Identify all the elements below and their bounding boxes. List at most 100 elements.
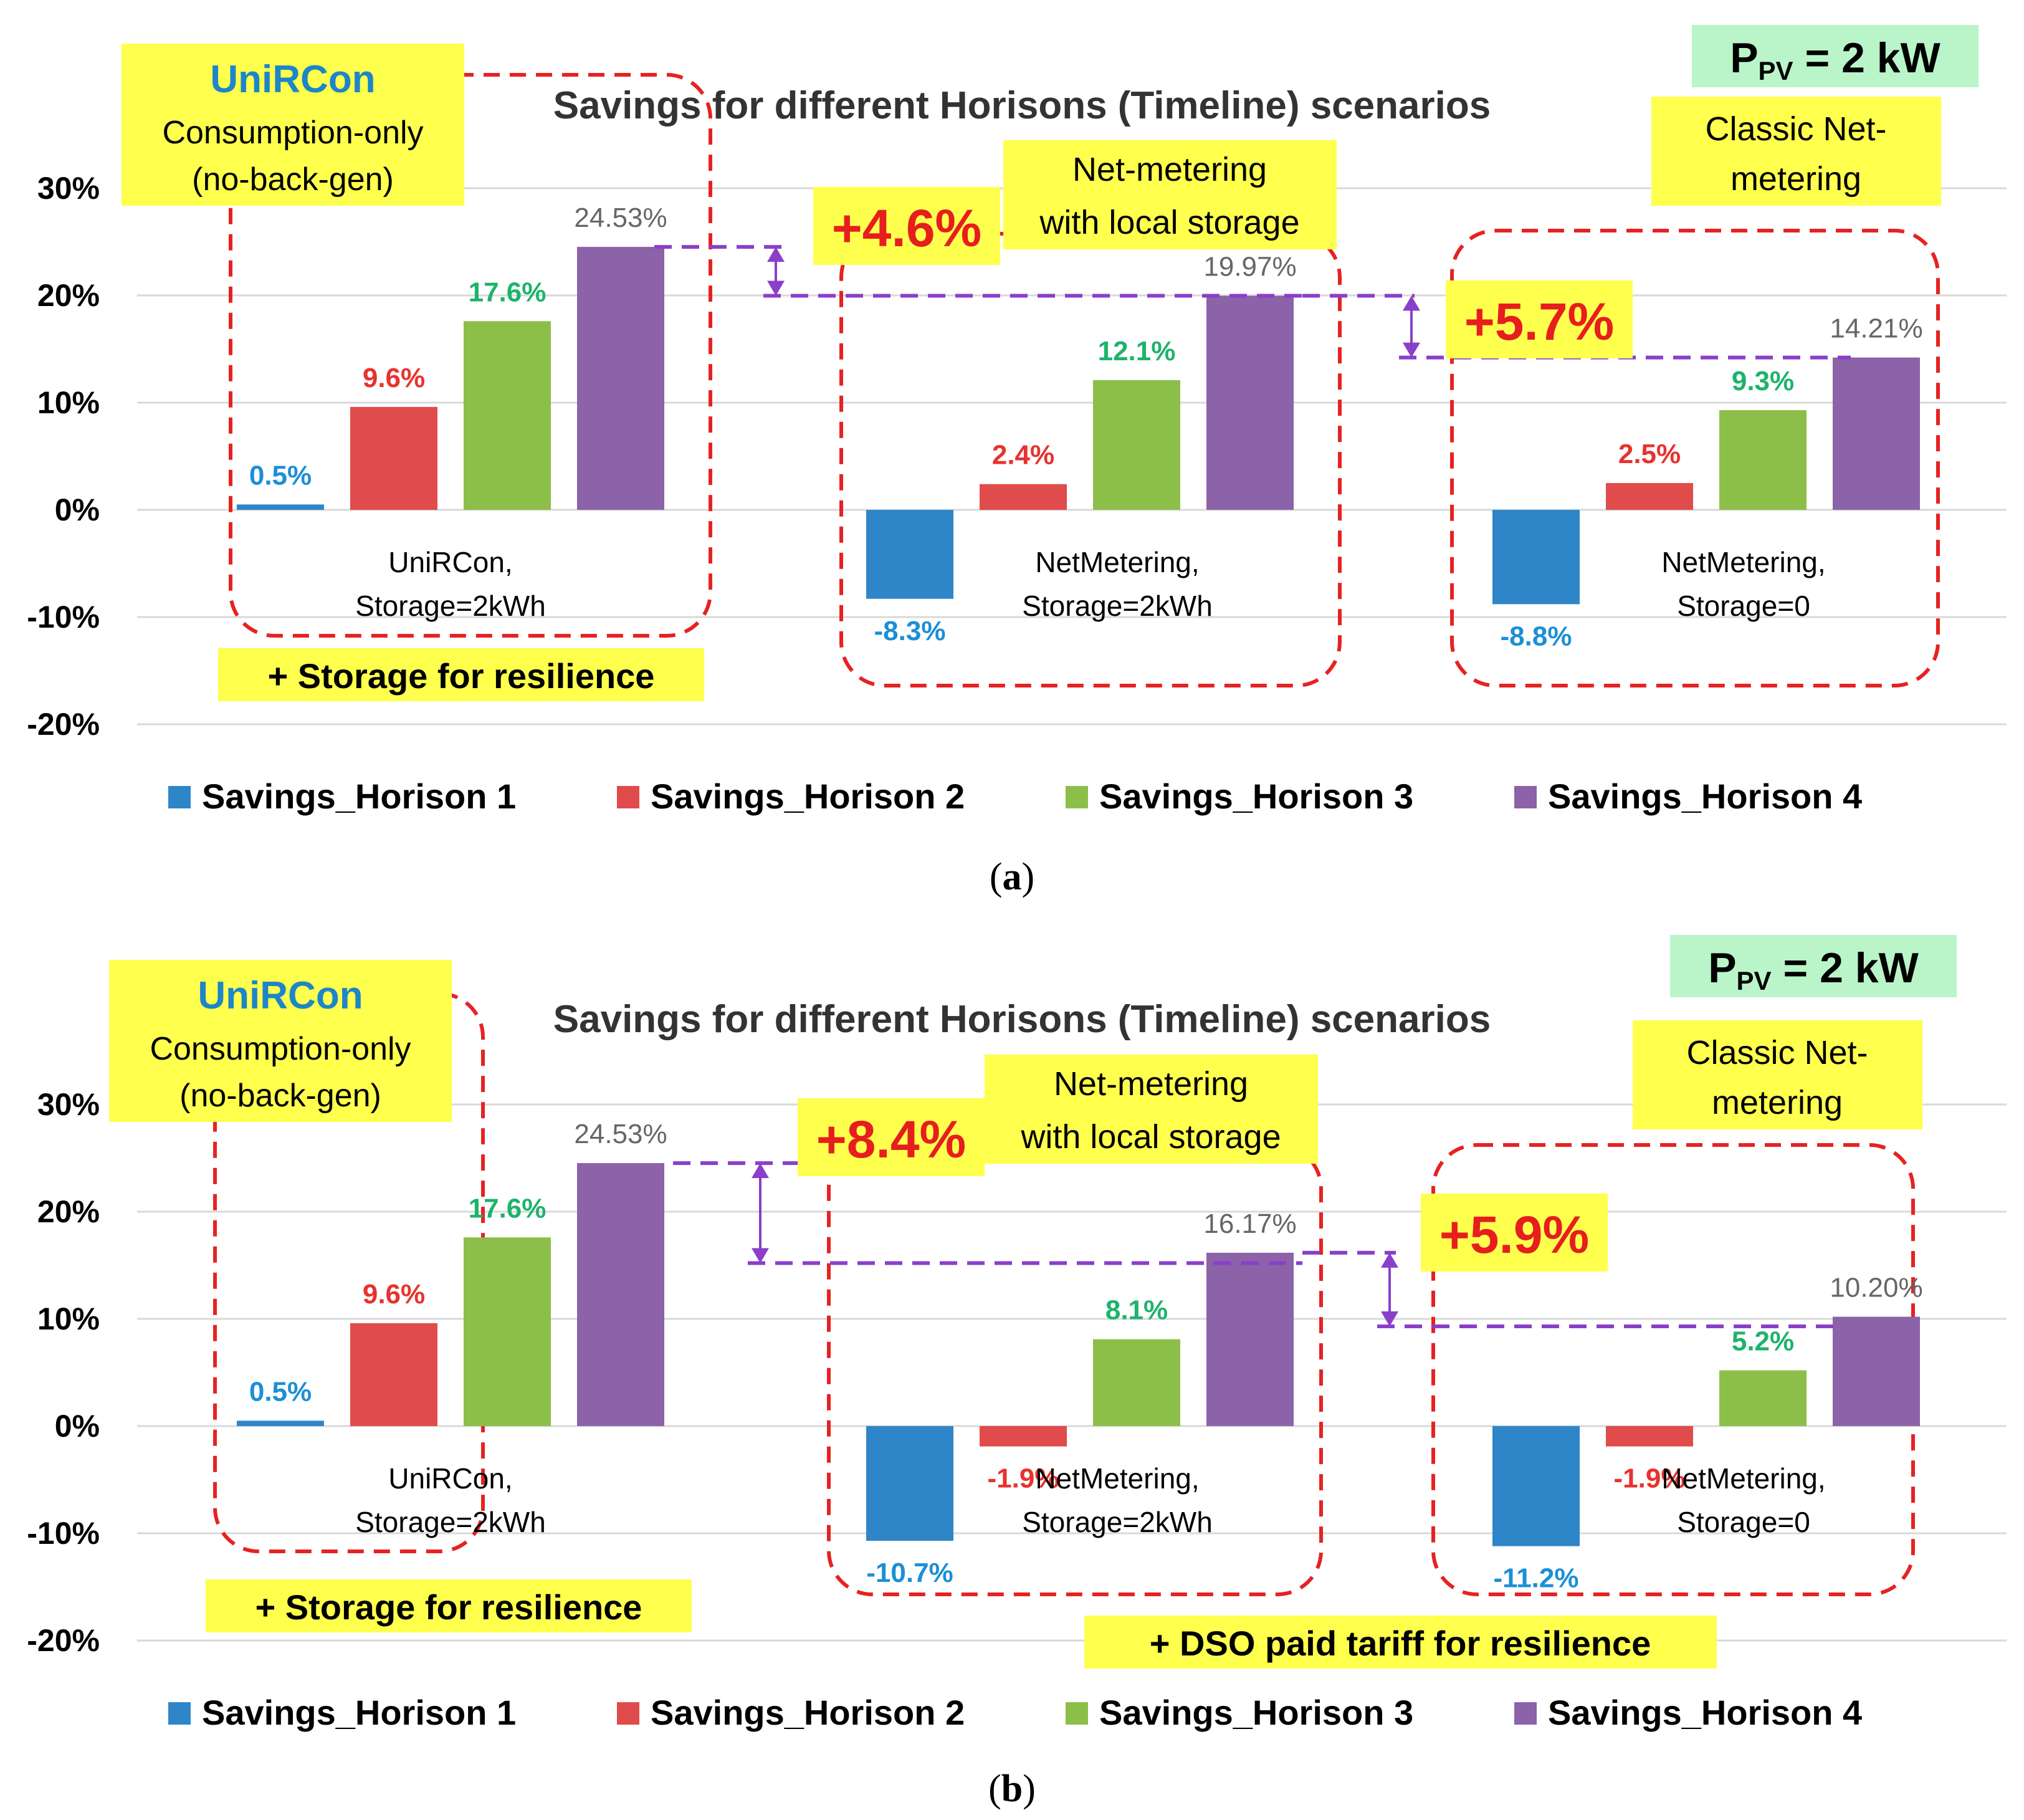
gain-arrow-up-icon bbox=[1403, 295, 1420, 311]
ppv-label: PPV = 2 kW bbox=[1730, 34, 1940, 85]
chart-title: Savings for different Horisons (Timeline… bbox=[553, 998, 1491, 1041]
category-label: Storage=2kWh bbox=[1022, 590, 1213, 622]
bar-h3-group-3 bbox=[1719, 410, 1807, 510]
storage-resilience-label: + Storage for resilience bbox=[255, 1588, 642, 1627]
data-label: -10.7% bbox=[866, 1558, 953, 1588]
dso-tariff-label: + DSO paid tariff for resilience bbox=[1150, 1624, 1651, 1663]
data-label: -8.3% bbox=[874, 616, 946, 646]
legend-label-h3: Savings_Horison 3 bbox=[1099, 777, 1413, 816]
data-label: -1.9% bbox=[988, 1463, 1059, 1494]
netmetering-line1: Net-metering bbox=[1072, 151, 1267, 188]
chart-panel-a: 30% 20% 10% 0% -10% -20% 0.5% -8.3% -8.8% 9.6% 2.4… bbox=[27, 25, 2007, 816]
legend-label-h4: Savings_Horison 4 bbox=[1548, 777, 1862, 816]
bar-h1-group-2 bbox=[866, 1426, 953, 1541]
bar-h1-group-1 bbox=[237, 1420, 324, 1426]
ppv-label: PPV = 2 kW bbox=[1708, 944, 1919, 995]
data-label: 16.17% bbox=[1203, 1209, 1296, 1239]
unircon-callout bbox=[109, 960, 452, 1122]
category-label: Storage=2kWh bbox=[1022, 1506, 1213, 1538]
caption-b: (b) bbox=[988, 1768, 1036, 1810]
unircon-title: UniRCon bbox=[210, 58, 375, 101]
gain-arrow-down-icon bbox=[1381, 1311, 1398, 1327]
legend-label-h2: Savings_Horison 2 bbox=[651, 1693, 965, 1732]
category-label: NetMetering, bbox=[1661, 546, 1825, 578]
ppv-box bbox=[1670, 935, 1957, 997]
unircon-callout bbox=[122, 44, 464, 206]
gain-callout bbox=[813, 187, 1000, 265]
scenario-frame-3 bbox=[1450, 229, 1940, 687]
bar-h1-group-2 bbox=[866, 510, 953, 599]
bar-h2-group-1 bbox=[350, 1323, 437, 1426]
scenario-frame-2 bbox=[827, 1143, 1323, 1596]
y-tick-label: -10% bbox=[27, 600, 100, 635]
data-label: 17.6% bbox=[469, 277, 547, 307]
legend-swatch-h3 bbox=[1066, 1702, 1088, 1725]
gain-label: +5.7% bbox=[1464, 292, 1615, 351]
bar-h2-group-2 bbox=[980, 1426, 1067, 1447]
bar-h1-group-3 bbox=[1492, 1426, 1580, 1546]
data-label: -11.2% bbox=[1494, 1563, 1579, 1594]
classic-netmetering-callout bbox=[1651, 97, 1941, 206]
classic-line1: Classic Net- bbox=[1705, 110, 1886, 148]
netmetering-line1: Net-metering bbox=[1054, 1065, 1248, 1103]
gain-label: +4.6% bbox=[832, 199, 982, 257]
legend-swatch-h1 bbox=[168, 1702, 191, 1725]
classic-line2: metering bbox=[1712, 1084, 1843, 1121]
y-tick-label: 30% bbox=[37, 171, 100, 206]
data-label: 2.4% bbox=[992, 440, 1054, 471]
data-label: 5.2% bbox=[1732, 1326, 1794, 1357]
category-label: UniRCon, bbox=[388, 1462, 512, 1495]
gain-callout bbox=[798, 1098, 985, 1176]
category-label: Storage=0 bbox=[1677, 590, 1810, 622]
category-label: NetMetering, bbox=[1035, 546, 1199, 578]
scenario-frame-2 bbox=[839, 232, 1342, 687]
unircon-line1: Consumption-only bbox=[150, 1031, 411, 1067]
legend-swatch-h2 bbox=[617, 786, 639, 808]
bar-h3-group-2 bbox=[1093, 1339, 1180, 1426]
classic-line1: Classic Net- bbox=[1686, 1034, 1868, 1071]
data-label: 10.20% bbox=[1830, 1273, 1922, 1303]
bar-h3-group-1 bbox=[464, 1237, 551, 1426]
category-label: Storage=0 bbox=[1677, 1506, 1810, 1538]
data-label: 9.3% bbox=[1732, 366, 1794, 396]
data-label: 9.6% bbox=[363, 363, 425, 393]
legend-label-h1: Savings_Horison 1 bbox=[202, 777, 516, 816]
storage-resilience-label: + Storage for resilience bbox=[268, 656, 655, 696]
data-label: 12.1% bbox=[1098, 336, 1176, 366]
bar-h3-group-1 bbox=[464, 321, 551, 510]
bar-h4-group-1 bbox=[577, 1163, 664, 1426]
data-label: 14.21% bbox=[1830, 314, 1922, 344]
data-label: 9.6% bbox=[363, 1279, 425, 1310]
y-tick-label: 10% bbox=[37, 385, 100, 420]
y-tick-label: 10% bbox=[37, 1301, 100, 1336]
data-label: 0.5% bbox=[249, 1376, 312, 1407]
y-tick-label: -10% bbox=[27, 1516, 100, 1551]
y-tick-label: -20% bbox=[27, 707, 100, 742]
legend-swatch-h2 bbox=[617, 1702, 639, 1725]
bar-h4-group-2 bbox=[1206, 1252, 1294, 1426]
y-tick-label: 0% bbox=[55, 1409, 100, 1444]
ppv-box bbox=[1692, 25, 1979, 87]
bar-h4-group-2 bbox=[1206, 295, 1294, 510]
bar-h1-group-1 bbox=[237, 504, 324, 510]
gain-callout bbox=[1421, 1194, 1608, 1272]
bar-h4-group-3 bbox=[1833, 1316, 1920, 1426]
data-label: 17.6% bbox=[469, 1193, 547, 1224]
gain-arrow-down-icon bbox=[767, 280, 785, 296]
category-label: Storage=2kWh bbox=[355, 590, 546, 622]
gain-label: +8.4% bbox=[816, 1110, 967, 1169]
category-label: Storage=2kWh bbox=[355, 1506, 546, 1538]
storage-resilience-callout bbox=[218, 648, 704, 701]
bar-h3-group-3 bbox=[1719, 1370, 1807, 1426]
category-label: NetMetering, bbox=[1035, 1462, 1199, 1495]
unircon-line1: Consumption-only bbox=[162, 115, 423, 151]
netmetering-callout bbox=[1003, 140, 1337, 249]
gain-label: +5.9% bbox=[1439, 1205, 1590, 1264]
data-label: -8.8% bbox=[1501, 621, 1572, 651]
legend-swatch-h4 bbox=[1514, 1702, 1537, 1725]
chart-title: Savings for different Horisons (Timeline… bbox=[553, 84, 1491, 127]
legend-label-h4: Savings_Horison 4 bbox=[1548, 1693, 1862, 1732]
bar-h2-group-1 bbox=[350, 406, 437, 510]
gain-arrow-down-icon bbox=[752, 1248, 769, 1263]
y-tick-label: 20% bbox=[37, 278, 100, 313]
